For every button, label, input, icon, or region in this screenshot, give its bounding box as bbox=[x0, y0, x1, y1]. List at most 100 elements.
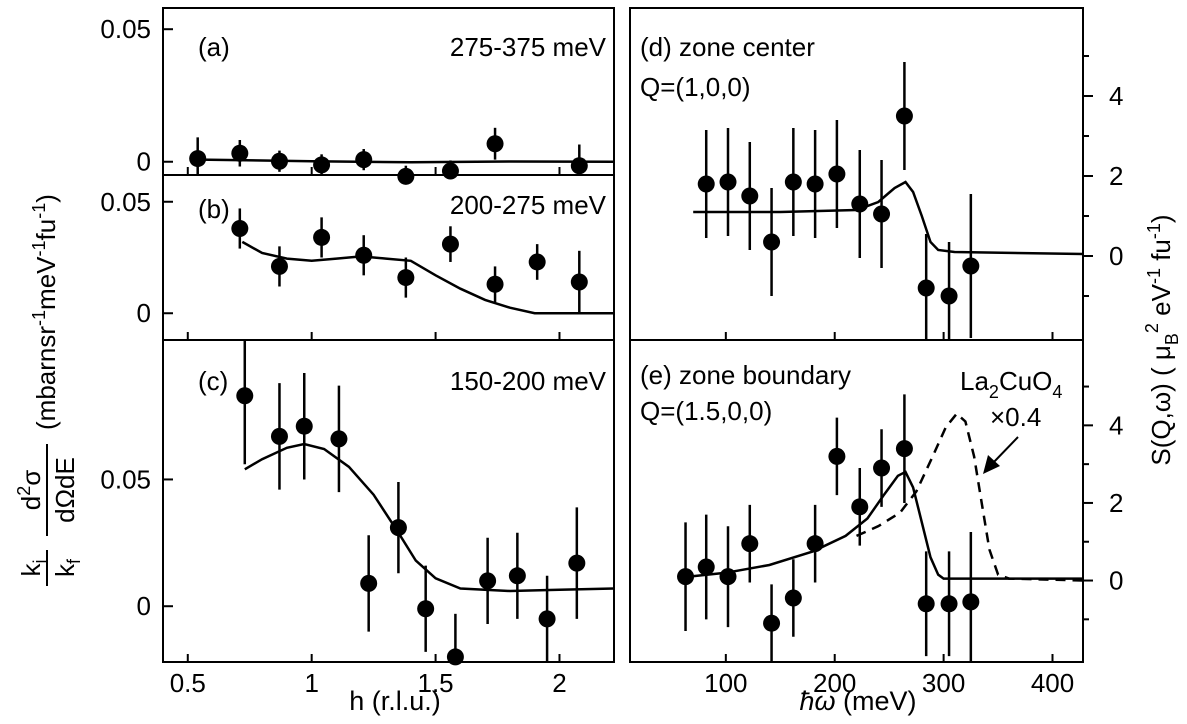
y-tick-label: 0 bbox=[137, 147, 151, 177]
data-point bbox=[697, 175, 715, 193]
data-point bbox=[231, 144, 249, 162]
panel-d-title: zone center bbox=[679, 32, 815, 62]
data-point bbox=[806, 175, 824, 193]
data-point bbox=[446, 648, 464, 666]
data-point bbox=[851, 195, 869, 213]
y-tick-label: 0 bbox=[1109, 566, 1123, 596]
y-tick-label: 0.05 bbox=[100, 14, 151, 44]
data-point bbox=[441, 162, 459, 180]
data-point bbox=[479, 572, 497, 590]
data-point bbox=[940, 287, 958, 305]
y-tick-label: 0 bbox=[137, 298, 151, 328]
data-point bbox=[828, 447, 846, 465]
data-point bbox=[873, 205, 891, 223]
cross-section-units: (mbarnsr-1meV-1fu-1) bbox=[29, 194, 61, 430]
data-point bbox=[784, 589, 802, 607]
data-point bbox=[270, 257, 288, 275]
fit-curve bbox=[693, 180, 1083, 256]
data-point bbox=[962, 257, 980, 275]
x-tick-label: 300 bbox=[922, 668, 965, 698]
data-point bbox=[568, 554, 586, 572]
x-tick-label: 200 bbox=[813, 668, 856, 698]
data-point bbox=[528, 253, 546, 271]
y-tick-label: 2 bbox=[1109, 161, 1123, 191]
panel-e-q: Q=(1.5,0,0) bbox=[640, 396, 772, 426]
panel-e-title: zone boundary bbox=[679, 360, 851, 390]
data-point bbox=[917, 595, 935, 613]
data-point bbox=[389, 519, 407, 537]
ki-over-kf: ki bbox=[16, 560, 50, 577]
annotation-arrow bbox=[983, 436, 1019, 474]
data-point bbox=[784, 173, 802, 191]
panel-d: 0 2 4 bbox=[629, 7, 1123, 341]
svg-text:dΩdE: dΩdE bbox=[50, 457, 80, 523]
fit-curve bbox=[200, 158, 614, 164]
data-point bbox=[828, 165, 846, 183]
panel-d-label: (d) zone center bbox=[640, 32, 815, 62]
y-tick-label: 0.05 bbox=[100, 187, 151, 217]
data-point bbox=[719, 568, 737, 586]
data-point bbox=[538, 610, 556, 628]
data-point bbox=[330, 430, 348, 448]
panel-a-range: 275-375 meV bbox=[450, 32, 607, 62]
data-point bbox=[231, 220, 249, 238]
panel-e-label: (e) zone boundary bbox=[640, 360, 851, 390]
y-axis-title-right: S(Q,ω) ( μB2 eV-1 fu-1) bbox=[1142, 214, 1182, 465]
data-point bbox=[270, 427, 288, 445]
data-point bbox=[697, 558, 715, 576]
data-point bbox=[486, 135, 504, 153]
data-point bbox=[741, 187, 759, 205]
fit-curve bbox=[241, 240, 614, 315]
data-point bbox=[355, 151, 373, 169]
panel-a-label: (a) bbox=[198, 32, 230, 62]
x-tick-label: 1 bbox=[304, 668, 318, 698]
data-point bbox=[763, 614, 781, 632]
data-point bbox=[741, 535, 759, 553]
y-tick-label: 4 bbox=[1109, 410, 1123, 440]
scale-factor-label: ×0.4 bbox=[990, 402, 1041, 432]
data-point bbox=[355, 246, 373, 264]
fit-curve bbox=[687, 470, 1083, 580]
data-point bbox=[806, 535, 824, 553]
data-point bbox=[873, 459, 891, 477]
y-tick-label: 4 bbox=[1109, 81, 1123, 111]
data-point bbox=[940, 595, 958, 613]
data-point bbox=[295, 417, 313, 435]
panel-c-frame bbox=[162, 339, 615, 663]
data-point bbox=[270, 152, 288, 170]
data-point bbox=[313, 228, 331, 246]
x-axis-title-right: ħω (meV) bbox=[799, 686, 916, 716]
data-point bbox=[677, 568, 695, 586]
data-point bbox=[917, 279, 935, 297]
panel-c-label: (c) bbox=[198, 366, 228, 396]
data-point bbox=[397, 167, 415, 185]
data-point bbox=[313, 156, 331, 174]
data-point bbox=[189, 150, 207, 168]
y-tick-label: 0 bbox=[137, 591, 151, 621]
panel-b-label: (b) bbox=[198, 194, 230, 224]
panel-b: 00.05 bbox=[100, 174, 615, 341]
data-point bbox=[962, 593, 980, 611]
panel-b-range: 200-275 meV bbox=[450, 190, 607, 220]
panel-c: 0 0.05 0.5 1 1.5 2 bbox=[100, 339, 615, 698]
data-point bbox=[508, 567, 526, 585]
panel-d-q: Q=(1,0,0) bbox=[640, 72, 751, 102]
y-axis-title-left: ki kf d2σ dΩdE (mbarnsr-1meV-1fu-1) bbox=[14, 194, 84, 586]
svg-text:kf: kf bbox=[50, 558, 84, 577]
panel-a: 00.05 bbox=[100, 7, 615, 185]
x-tick-label: 400 bbox=[1031, 668, 1074, 698]
la2cuo4-label: La2CuO4 bbox=[960, 366, 1062, 402]
data-point bbox=[570, 273, 588, 291]
data-point bbox=[236, 387, 254, 405]
panel-d-letter: (d) bbox=[640, 32, 672, 62]
data-point bbox=[570, 157, 588, 175]
x-axis-title-left: h (r.l.u.) bbox=[349, 686, 441, 716]
fit-curve bbox=[244, 442, 614, 593]
data-point bbox=[417, 600, 435, 618]
data-point bbox=[895, 107, 913, 125]
panel-c-range: 150-200 meV bbox=[450, 366, 607, 396]
data-point bbox=[360, 574, 378, 592]
cross-section: d2σ bbox=[14, 470, 46, 511]
panel-e-letter: (e) bbox=[640, 360, 672, 390]
